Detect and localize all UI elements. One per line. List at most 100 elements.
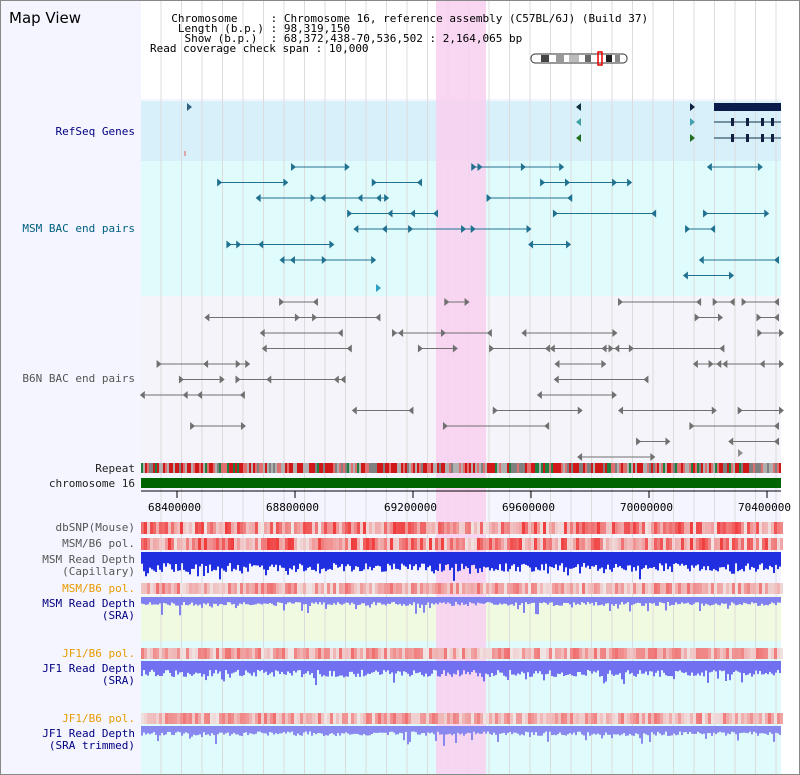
track-label-msm-b6-pol-2[interactable]: MSM/B6 pol. <box>62 582 135 595</box>
read-depth-bar <box>681 726 683 736</box>
repeat-element <box>265 463 267 473</box>
ideogram-band <box>606 55 612 62</box>
polymorphism-cell <box>186 522 189 534</box>
polymorphism-cell <box>321 538 324 550</box>
read-depth-bar <box>567 597 569 604</box>
polymorphism-cell <box>387 713 390 724</box>
track-label-jf1-depth-trim[interactable]: JF1 Read Depth <box>42 727 135 740</box>
read-depth-bar <box>517 726 519 734</box>
read-depth-bar <box>667 661 669 677</box>
read-depth-bar <box>611 597 613 605</box>
polymorphism-cell <box>306 522 309 534</box>
bac-end-marker <box>178 375 184 384</box>
polymorphism-cell <box>642 583 645 594</box>
bac-end-marker <box>544 344 550 353</box>
read-depth-bar <box>693 661 695 676</box>
polymorphism-cell <box>480 648 483 659</box>
polymorphism-cell <box>411 648 414 659</box>
track-label-dbsnp[interactable]: dbSNP(Mouse) <box>55 521 135 534</box>
read-depth-bar <box>373 552 375 568</box>
read-depth-bar <box>743 726 745 733</box>
read-depth-bar <box>357 552 359 567</box>
read-depth-bar <box>233 726 235 733</box>
read-depth-bar <box>247 661 249 673</box>
read-depth-bar <box>683 661 685 674</box>
polymorphism-cell <box>633 522 636 534</box>
polymorphism-cell <box>759 648 762 659</box>
polymorphism-cell <box>441 522 444 534</box>
read-depth-bar <box>507 661 509 680</box>
polymorphism-cell <box>558 713 561 724</box>
read-depth-bar <box>237 726 239 735</box>
read-depth-bar <box>395 597 397 604</box>
track-label-chromosome[interactable]: chromosome 16 <box>48 477 135 490</box>
polymorphism-cell <box>351 648 354 659</box>
track-label-b6n-bac[interactable]: B6N BAC end pairs <box>22 372 135 385</box>
polymorphism-cell <box>654 538 657 550</box>
read-depth-bar <box>339 597 341 604</box>
track-label-msm-depth-cap[interactable]: MSM Read Depth <box>42 553 135 566</box>
read-depth-bar <box>285 552 287 571</box>
read-depth-bar <box>143 597 145 605</box>
bac-end-marker <box>536 391 542 399</box>
read-depth-bar <box>273 552 275 568</box>
axis-tick-label: 68800000 <box>266 501 319 514</box>
read-depth-bar <box>301 552 303 566</box>
read-depth-bar <box>693 726 695 734</box>
track-label-msm-b6-pol[interactable]: MSM/B6 pol. <box>62 537 135 550</box>
read-depth-bar <box>679 661 681 671</box>
track-label-jf1-b6-pol[interactable]: JF1/B6 pol. <box>62 647 135 660</box>
polymorphism-cell <box>270 522 273 534</box>
polymorphism-cell <box>600 538 603 550</box>
track-label-jf1-b6-pol-2[interactable]: JF1/B6 pol. <box>62 712 135 725</box>
bac-end-marker <box>608 344 614 353</box>
read-depth-bar <box>589 661 591 672</box>
read-depth-bar <box>567 552 569 576</box>
track-label-repeat[interactable]: Repeat <box>95 462 135 475</box>
read-depth-bar <box>273 726 275 735</box>
polymorphism-cell <box>147 648 150 659</box>
polymorphism-cell <box>750 538 753 550</box>
read-depth-bar <box>415 726 417 733</box>
polymorphism-cell <box>279 522 282 534</box>
polymorphism-cell <box>672 522 675 534</box>
polymorphism-cell <box>717 713 720 724</box>
info-value: : 10,000 <box>315 42 369 55</box>
polymorphism-cell <box>285 648 288 659</box>
read-depth-bar <box>249 552 251 564</box>
read-depth-bar <box>619 726 621 736</box>
polymorphism-cell <box>465 522 468 534</box>
repeat-element <box>665 463 667 473</box>
polymorphism-cell <box>513 648 516 659</box>
read-depth-bar <box>747 552 749 564</box>
track-label-msm-bac[interactable]: MSM BAC end pairs <box>22 222 135 235</box>
read-depth-bar <box>513 597 515 606</box>
read-depth-bar <box>363 661 365 677</box>
read-depth-bar <box>425 597 427 605</box>
polymorphism-cell <box>426 713 429 724</box>
read-depth-bar <box>475 552 477 569</box>
read-depth-bar <box>497 597 499 605</box>
polymorphism-cell <box>648 648 651 659</box>
track-label-refseq[interactable]: RefSeq Genes <box>55 125 135 138</box>
polymorphism-cell <box>297 713 300 724</box>
track-label-msm-depth-sra[interactable]: MSM Read Depth <box>42 597 135 610</box>
read-depth-bar <box>651 661 653 672</box>
polymorphism-cell <box>366 522 369 534</box>
read-depth-bar <box>501 661 503 673</box>
repeat-element <box>319 463 321 473</box>
repeat-element <box>247 463 249 473</box>
bac-end-marker <box>611 391 617 399</box>
repeat-element <box>709 463 711 473</box>
polymorphism-cell <box>546 648 549 659</box>
polymorphism-cell <box>735 522 738 534</box>
polymorphism-cell <box>204 522 207 534</box>
read-depth-bar <box>627 661 629 671</box>
read-depth-bar <box>179 726 181 733</box>
read-depth-bar <box>629 552 631 566</box>
repeat-element <box>765 463 767 473</box>
repeat-element <box>723 463 725 473</box>
track-label-jf1-depth[interactable]: JF1 Read Depth <box>42 662 135 675</box>
polymorphism-cell <box>276 522 279 534</box>
